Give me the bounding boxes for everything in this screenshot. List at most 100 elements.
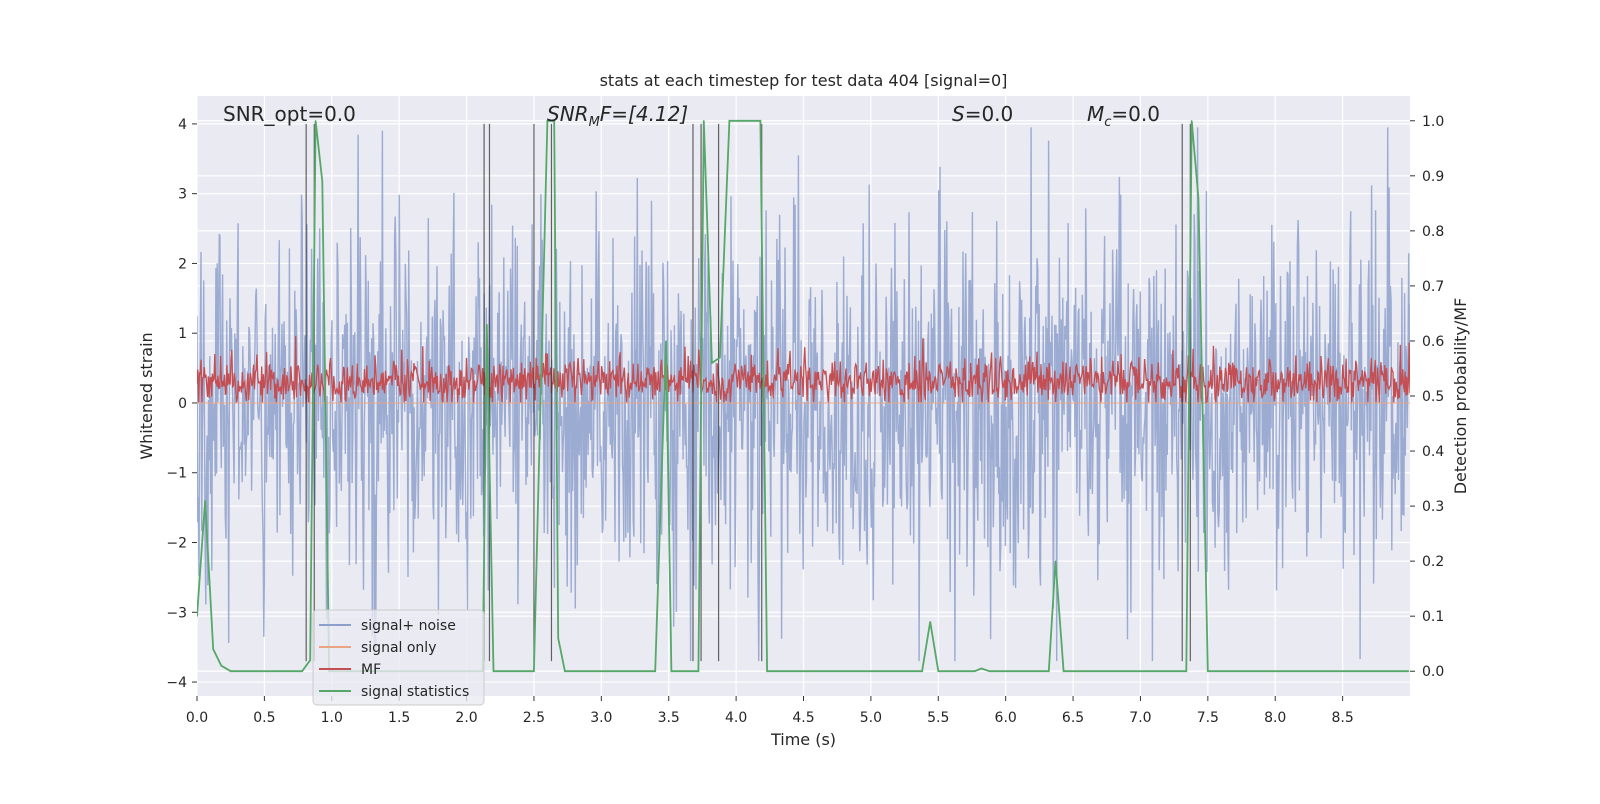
- signal-statistics-point-31: [719, 356, 721, 359]
- signal-statistics-point-44: [988, 670, 991, 672]
- signal-statistics-point-30: [711, 362, 713, 364]
- signal-statistics-point-19: [557, 637, 559, 639]
- x-tick-label-0: 0.0: [186, 710, 208, 726]
- y-left-tick-label-2: −2: [166, 536, 187, 552]
- x-tick-label-3: 1.5: [388, 710, 410, 726]
- signal-statistics-point-22: [641, 670, 643, 672]
- x-tick-label-10: 5.0: [860, 710, 882, 726]
- annotation-s-rest: =0.0: [965, 102, 1014, 126]
- y-right-tick-label-2: 0.2: [1422, 554, 1444, 570]
- y-right-tick-label-1: 0.1: [1422, 609, 1444, 625]
- signal-statistics-point-13: [486, 323, 488, 326]
- y-right-tick-label-9: 0.9: [1422, 169, 1444, 185]
- signal-statistics-point-3: [220, 665, 222, 667]
- annotation-mc: Mc=0.0: [1087, 102, 1160, 130]
- y-right-tick-label-8: 0.8: [1422, 224, 1444, 240]
- x-tick-label-8: 4.0: [725, 710, 747, 726]
- annotation-snr-mf: SNRMF=[4.12]: [547, 102, 688, 130]
- signal-statistics-point-42: [974, 670, 976, 672]
- y-left-tick-label-7: 3: [178, 187, 187, 203]
- signal-statistics-point-9: [321, 180, 323, 182]
- signal-statistics-point-32: [728, 120, 730, 122]
- signal-statistics-point-1: [204, 499, 206, 502]
- signal-statistics-point-20: [564, 670, 566, 672]
- y-axis-right-label: Detection probability/MF: [1451, 298, 1470, 495]
- y-left-tick-label-5: 1: [178, 326, 187, 342]
- series-signal-noise: [197, 127, 1410, 662]
- x-tick-label-1: 0.5: [253, 710, 275, 726]
- series-mf: [197, 335, 1410, 404]
- signal-statistics-point-17: [546, 120, 549, 122]
- annotation-mc-rest: =0.0: [1111, 102, 1160, 126]
- y-left-tick-label-8: 4: [178, 117, 187, 133]
- annotation-snr-mf-base: SNR: [547, 102, 589, 126]
- x-tick-label-15: 7.5: [1197, 710, 1219, 726]
- x-tick-label-6: 3.0: [590, 710, 612, 726]
- signal-statistics-point-7: [309, 659, 311, 661]
- legend-label-0: signal+ noise: [361, 618, 456, 634]
- annotation-snr-opt: SNR_opt=0.0: [223, 102, 356, 126]
- chart-title: stats at each timestep for test data 404…: [600, 71, 1008, 90]
- x-tick-label-16: 8.0: [1264, 710, 1286, 726]
- signal-statistics-point-40: [929, 621, 931, 623]
- signal-statistics-point-53: [1408, 670, 1410, 672]
- signal-statistics-point-23: [654, 670, 656, 672]
- y-left-tick-label-0: −4: [166, 675, 187, 691]
- x-tick-label-11: 5.5: [927, 710, 949, 726]
- axes: SNR_opt=0.0 SNRMF=[4.12] S=0.0 Mc=0.0stats …: [137, 71, 1470, 749]
- series-signal-statistics: [197, 119, 1409, 673]
- signal-statistics-point-16: [533, 670, 535, 672]
- legend-label-3: signal statistics: [361, 684, 469, 700]
- signal-statistics-point-18: [553, 120, 555, 122]
- signal-statistics-point-2: [212, 648, 214, 650]
- y-left-tick-label-4: 0: [178, 396, 187, 412]
- signal-statistics-point-24: [665, 340, 667, 342]
- annotation-mc-sub: c: [1104, 115, 1111, 130]
- signal-statistics-point-0: [197, 615, 198, 617]
- signal-statistics-point-46: [1054, 560, 1057, 562]
- annotation-s: S=0.0: [952, 102, 1013, 126]
- y-left-tick-label-3: −1: [166, 466, 187, 482]
- signal-statistics-point-33: [735, 120, 737, 122]
- signal-statistics-point-25: [670, 670, 673, 672]
- signal-statistics-point-43: [980, 667, 983, 670]
- signal-statistics-point-52: [1207, 670, 1209, 672]
- legend: signal+ noise signal only MF signal statist…: [312, 609, 485, 706]
- signal-statistics-point-36: [782, 670, 784, 672]
- annotation-mc-base: M: [1087, 102, 1104, 126]
- signal-statistics-point-41: [937, 670, 939, 672]
- y-left-tick-label-6: 2: [178, 256, 187, 272]
- signal-statistics-point-47: [1063, 670, 1065, 672]
- y-left-tick-label-1: −3: [166, 605, 187, 621]
- annotation-s-italic: S: [952, 102, 965, 126]
- signal-statistics-point-34: [759, 120, 761, 122]
- signal-statistics-point-6: [301, 670, 303, 672]
- signal-statistics-point-49: [1185, 670, 1187, 672]
- y-right-tick-label-10: 1.0: [1422, 114, 1444, 130]
- y-right-tick-label-5: 0.5: [1422, 389, 1444, 405]
- signal-statistics-point-48: [1180, 670, 1182, 672]
- y-axis-left-label: Whitened strain: [137, 332, 156, 459]
- y-right-tick-label-0: 0.0: [1422, 664, 1444, 680]
- signal-statistics-point-27: [689, 670, 691, 672]
- x-tick-label-13: 6.5: [1062, 710, 1084, 726]
- signal-statistics-point-37: [836, 670, 838, 672]
- x-tick-label-17: 8.5: [1331, 710, 1353, 726]
- signal-statistics-point-39: [921, 670, 923, 672]
- signal-statistics-point-35: [766, 670, 768, 672]
- signal-statistics-point-21: [573, 670, 575, 672]
- signal-statistics-point-29: [703, 120, 705, 122]
- x-tick-label-4: 2.0: [455, 710, 477, 726]
- signal-statistics-point-28: [697, 670, 699, 672]
- signal-statistics-point-51: [1197, 197, 1199, 199]
- x-tick-label-2: 1.0: [321, 710, 343, 726]
- x-tick-label-7: 3.5: [658, 710, 680, 726]
- signal-statistics-point-45: [1048, 670, 1050, 672]
- annotation-snr-mf-sub: M: [589, 115, 600, 130]
- signal-statistics-point-5: [236, 670, 239, 672]
- legend-label-2: MF: [361, 662, 381, 678]
- y-right-tick-label-7: 0.7: [1422, 279, 1444, 295]
- x-tick-label-14: 7.0: [1129, 710, 1151, 726]
